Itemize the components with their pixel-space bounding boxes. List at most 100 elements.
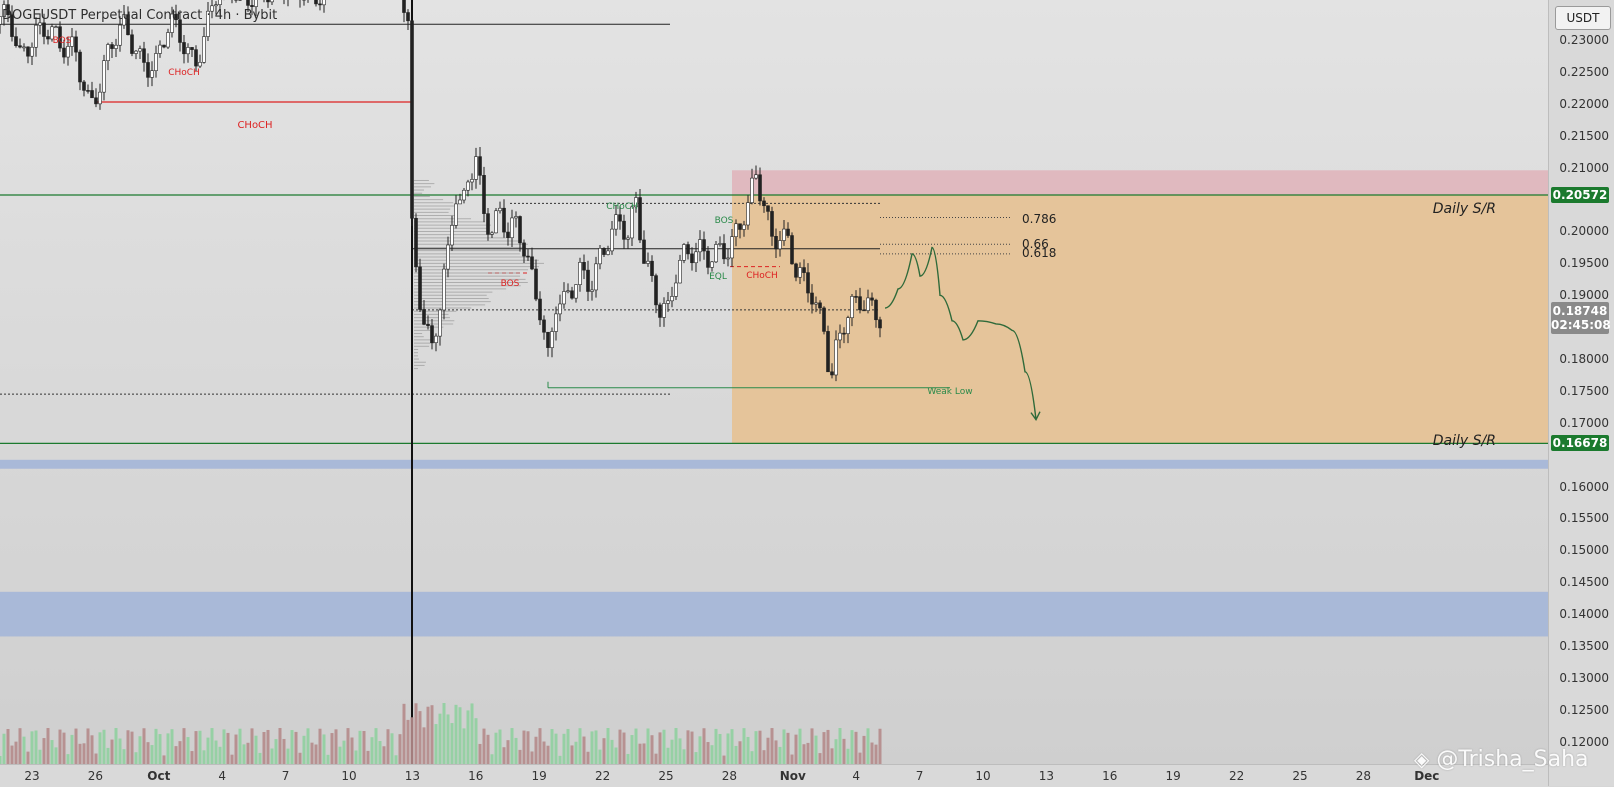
candle-body bbox=[31, 47, 34, 56]
volume-bar bbox=[179, 741, 182, 764]
candle-body bbox=[451, 225, 454, 245]
candle-body bbox=[23, 47, 26, 48]
time-tick-label: 16 bbox=[468, 769, 483, 783]
candle-body bbox=[627, 238, 630, 239]
time-tick-label: 16 bbox=[1102, 769, 1117, 783]
price-tick-label: 0.18000 bbox=[1559, 352, 1609, 366]
volume-bar bbox=[599, 750, 602, 764]
volume-bar bbox=[811, 728, 814, 764]
volume-bar bbox=[827, 730, 830, 764]
current-price-badge: 0.18748 02:45:08 bbox=[1551, 302, 1609, 334]
candle-body bbox=[787, 229, 790, 235]
candle-body bbox=[719, 243, 722, 244]
volume-bar bbox=[439, 714, 442, 764]
candle-body bbox=[819, 303, 822, 308]
candle-body bbox=[515, 216, 518, 217]
volume-bar bbox=[123, 749, 126, 764]
price-tick-label: 0.17500 bbox=[1559, 384, 1609, 398]
candle-body bbox=[847, 318, 850, 334]
volume-bar bbox=[287, 749, 290, 764]
candle-body bbox=[615, 215, 618, 229]
candle-body bbox=[115, 45, 118, 48]
choch-right-label: CHoCH bbox=[746, 271, 778, 281]
premium-zone bbox=[732, 195, 1548, 443]
candle-body bbox=[55, 27, 58, 28]
volume-bar bbox=[803, 744, 806, 764]
volume-bar bbox=[727, 733, 730, 764]
candle-body bbox=[667, 301, 670, 304]
volume-bar bbox=[839, 728, 842, 764]
volume-bar bbox=[403, 704, 406, 764]
price-tick-label: 0.13000 bbox=[1559, 671, 1609, 685]
volume-bar bbox=[735, 746, 738, 764]
candle-body bbox=[559, 304, 562, 314]
candle-body bbox=[731, 237, 734, 258]
candle-body bbox=[507, 232, 510, 238]
volume-bar bbox=[99, 732, 102, 764]
volume-bar bbox=[523, 731, 526, 764]
candle-body bbox=[143, 49, 146, 63]
volume-bar bbox=[459, 707, 462, 764]
volume-bar bbox=[175, 746, 178, 764]
volume-bar bbox=[767, 738, 770, 764]
price-tick-label: 0.15500 bbox=[1559, 511, 1609, 525]
volume-bar bbox=[479, 744, 482, 764]
candle-body bbox=[655, 276, 658, 305]
candle-body bbox=[159, 45, 162, 53]
candle-body bbox=[763, 201, 766, 206]
candle-body bbox=[823, 308, 826, 331]
currency-button[interactable]: USDT bbox=[1555, 6, 1611, 30]
volume-bar bbox=[831, 748, 834, 764]
candle-body bbox=[255, 0, 258, 7]
volume-bar bbox=[79, 744, 82, 764]
demand_thin-zone bbox=[0, 460, 1548, 469]
volume-bar bbox=[251, 728, 254, 764]
price-chart[interactable] bbox=[0, 0, 1548, 764]
chart-area[interactable]: DOGEUSDT Perpetual Contract · 4h · Bybit… bbox=[0, 0, 1548, 764]
candle-body bbox=[791, 236, 794, 264]
volume-bar bbox=[547, 746, 550, 764]
fib-786-label: 0.786 bbox=[1022, 212, 1056, 226]
candle-body bbox=[659, 305, 662, 318]
volume-bar bbox=[71, 735, 74, 764]
price-tick-label: 0.21500 bbox=[1559, 129, 1609, 143]
volume-bar bbox=[43, 738, 46, 764]
candle-body bbox=[755, 175, 758, 178]
candle-body bbox=[479, 157, 482, 176]
candle-body bbox=[63, 48, 66, 57]
price-tick-label: 0.17000 bbox=[1559, 416, 1609, 430]
price-tick-label: 0.20000 bbox=[1559, 224, 1609, 238]
volume-bar bbox=[451, 723, 454, 764]
candle-body bbox=[879, 320, 882, 328]
candle-body bbox=[691, 254, 694, 263]
candle-body bbox=[607, 251, 610, 255]
candle-body bbox=[179, 20, 182, 43]
time-tick-label: 13 bbox=[1039, 769, 1054, 783]
volume-bar bbox=[243, 744, 246, 764]
candle-body bbox=[27, 47, 30, 56]
candle-body bbox=[455, 204, 458, 225]
watermark-text: @Trisha_Saha bbox=[1436, 747, 1588, 772]
candle-body bbox=[99, 92, 102, 104]
volume-bar bbox=[503, 747, 506, 764]
volume-bar bbox=[491, 754, 494, 764]
candle-body bbox=[187, 47, 190, 53]
volume-bar bbox=[879, 729, 882, 764]
volume-bar bbox=[95, 754, 98, 764]
candle-body bbox=[767, 206, 770, 212]
candle-body bbox=[811, 293, 814, 304]
time-tick-label: 19 bbox=[1166, 769, 1181, 783]
volume-bar bbox=[143, 728, 146, 764]
volume-bar bbox=[187, 737, 190, 764]
volume-bar bbox=[367, 751, 370, 764]
volume-bar bbox=[619, 730, 622, 764]
volume-bar bbox=[847, 749, 850, 764]
volume-bar bbox=[535, 737, 538, 764]
price-tick-label: 0.13500 bbox=[1559, 639, 1609, 653]
volume-bar bbox=[231, 755, 234, 764]
volume-bar bbox=[587, 752, 590, 764]
volume-bar bbox=[399, 734, 402, 764]
volume-bar bbox=[691, 732, 694, 764]
